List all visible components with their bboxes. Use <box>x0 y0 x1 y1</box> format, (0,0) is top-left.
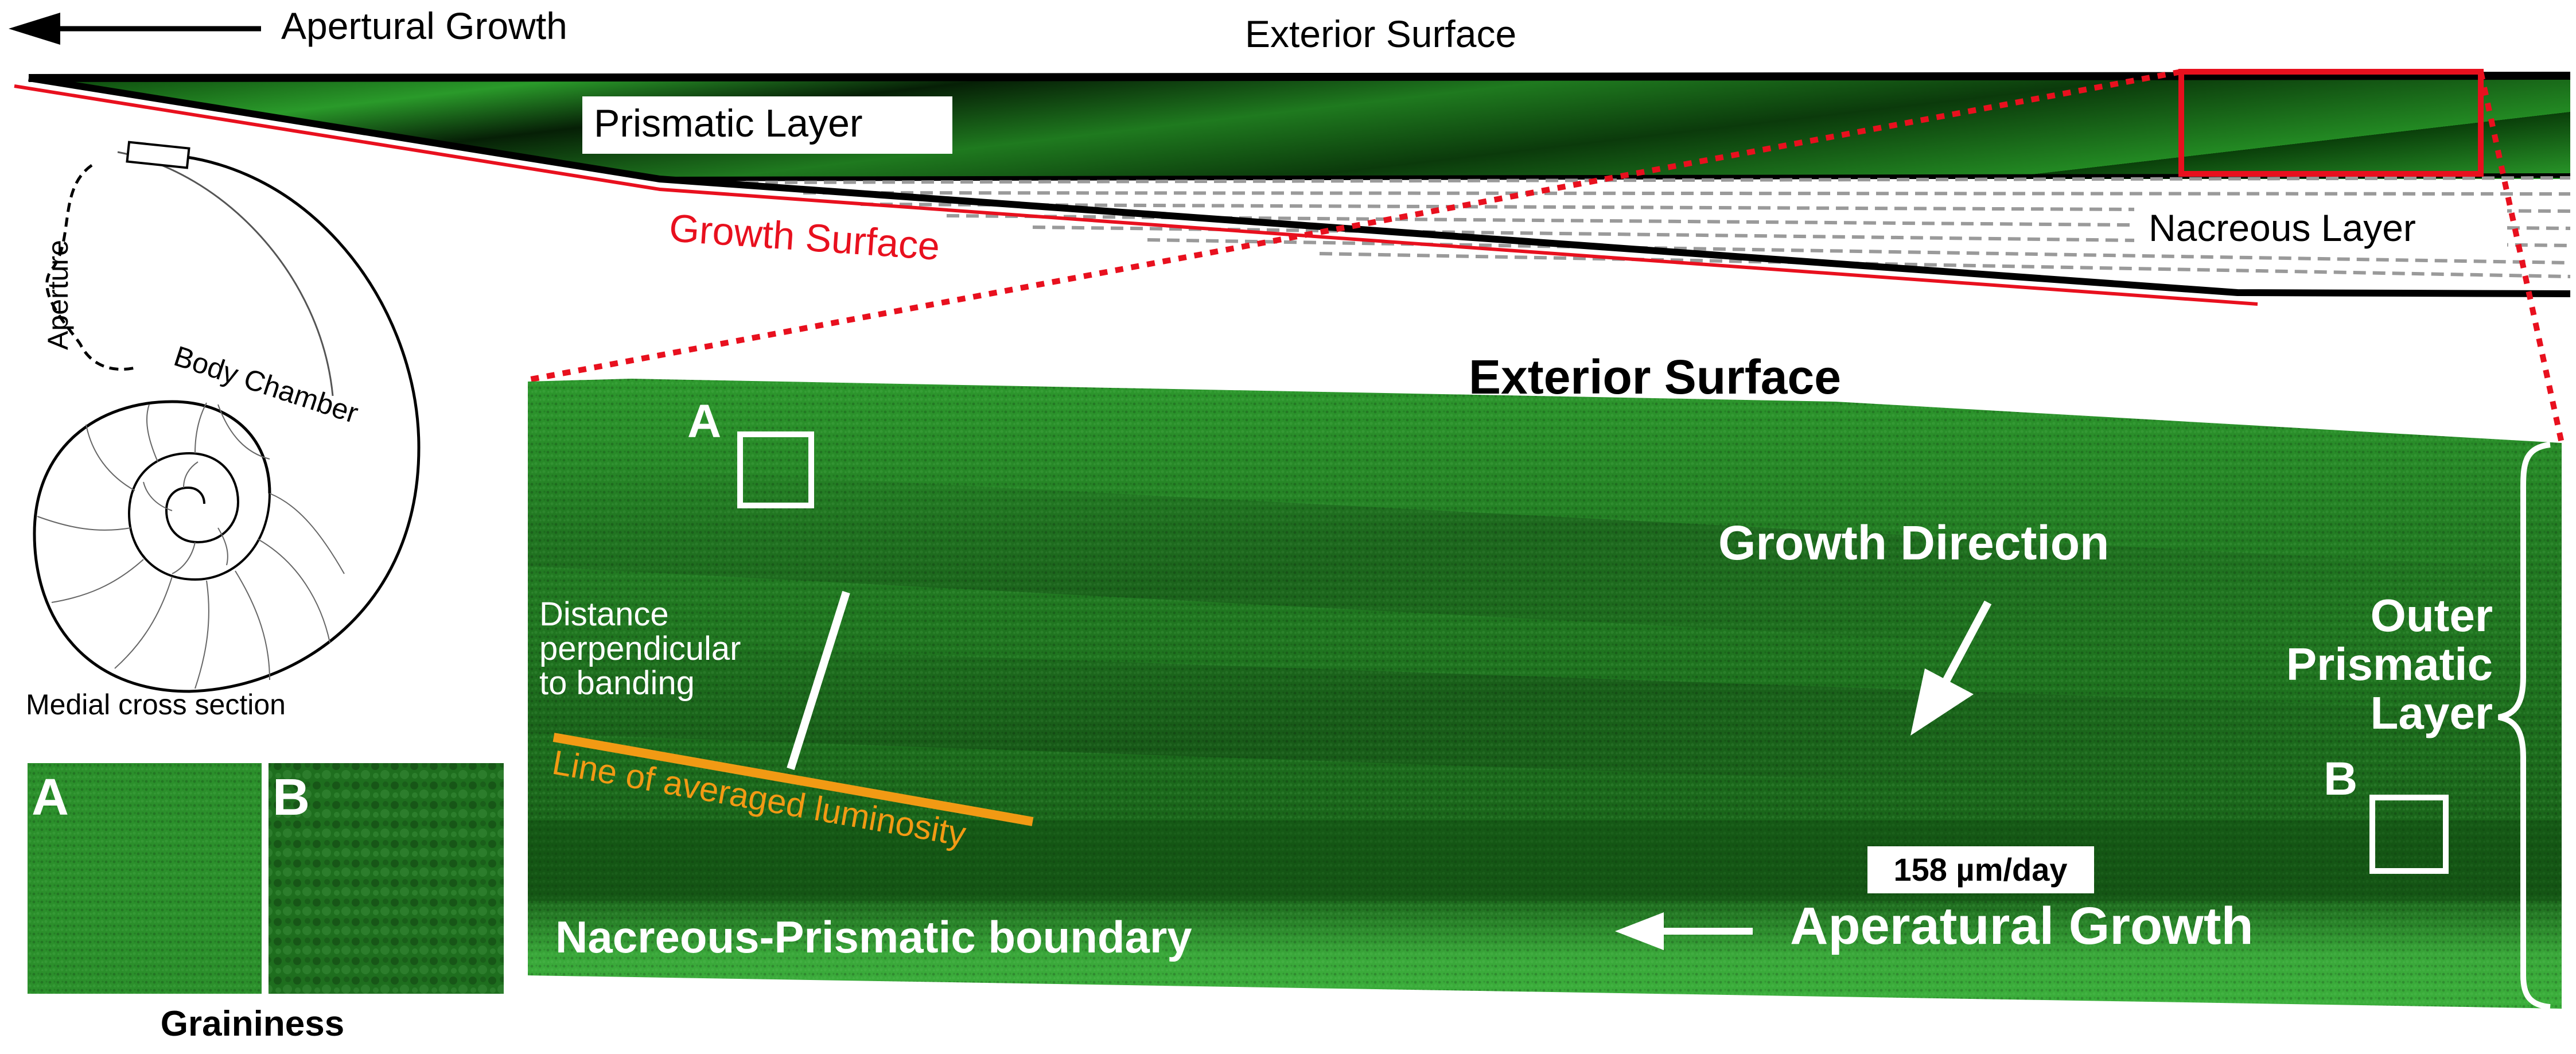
distance-label-line3: to banding <box>539 664 695 702</box>
inner-surface-line <box>28 75 2571 297</box>
averaged-luminosity-line <box>552 733 1034 826</box>
graininess-inset-a <box>28 763 263 994</box>
outer-prismatic-layer-brace <box>2497 442 2551 1010</box>
sample-box-b <box>2369 795 2449 874</box>
distance-label-line2: perpendicular <box>539 630 741 667</box>
prismatic-layer-band <box>28 72 2571 181</box>
aperatural-growth-arrow <box>1615 912 1753 950</box>
prismatic-layer-label: Prismatic Layer <box>594 102 863 145</box>
distance-label-line1: Distance <box>539 596 669 633</box>
growth-direction-arrow <box>1910 600 1992 736</box>
prismatic-layer-label-bg <box>582 96 952 154</box>
growth-surface-line <box>14 84 2258 306</box>
aperatural-growth-label: Aperatural Growth <box>1790 897 2254 955</box>
inset-label-b: B <box>273 769 310 826</box>
top-exterior-surface-label: Exterior Surface <box>1245 13 1516 55</box>
aperture-label: Aperture <box>42 240 74 350</box>
rate-label: 158 µm/day <box>1893 851 2067 888</box>
outer-prismatic-layer-line2: Prismatic <box>2286 639 2493 690</box>
apertural-growth-label: Apertural Growth <box>281 5 567 47</box>
outer-prismatic-layer-line3: Layer <box>2371 687 2493 738</box>
medial-cross-section-label: Medial cross section <box>26 689 286 721</box>
graininess-caption: Graininess <box>161 1004 344 1044</box>
shell-sample-box <box>126 141 190 169</box>
micro-exterior-surface-label: Exterior Surface <box>1469 350 1841 404</box>
top-arrow <box>9 13 261 45</box>
outer-prismatic-layer-line1: Outer <box>2371 590 2493 641</box>
perpendicular-distance-line <box>787 590 850 771</box>
box-b-label: B <box>2324 753 2357 805</box>
rate-label-bg <box>1867 846 2094 893</box>
nacreous-layer-label: Nacreous Layer <box>2149 207 2416 249</box>
body-chamber-label: Body Chamber <box>170 340 362 429</box>
graininess-inset-b <box>269 763 504 994</box>
zoom-region-box <box>2178 69 2484 177</box>
nautilus-shell-drawing <box>33 151 421 693</box>
growth-surface-label: Growth Surface <box>668 206 941 269</box>
nacreous-layer-label-bg <box>2134 201 2507 254</box>
growth-direction-label: Growth Direction <box>1718 516 2109 570</box>
box-a-label: A <box>687 395 721 448</box>
zoom-connector-left <box>527 69 2182 383</box>
inset-label-a: A <box>32 769 69 826</box>
sample-box-a <box>737 431 814 508</box>
inset-divider <box>262 763 269 994</box>
micrograph-image <box>528 379 2562 1009</box>
nacreous-prismatic-boundary-label: Nacreous-Prismatic boundary <box>555 912 1192 962</box>
